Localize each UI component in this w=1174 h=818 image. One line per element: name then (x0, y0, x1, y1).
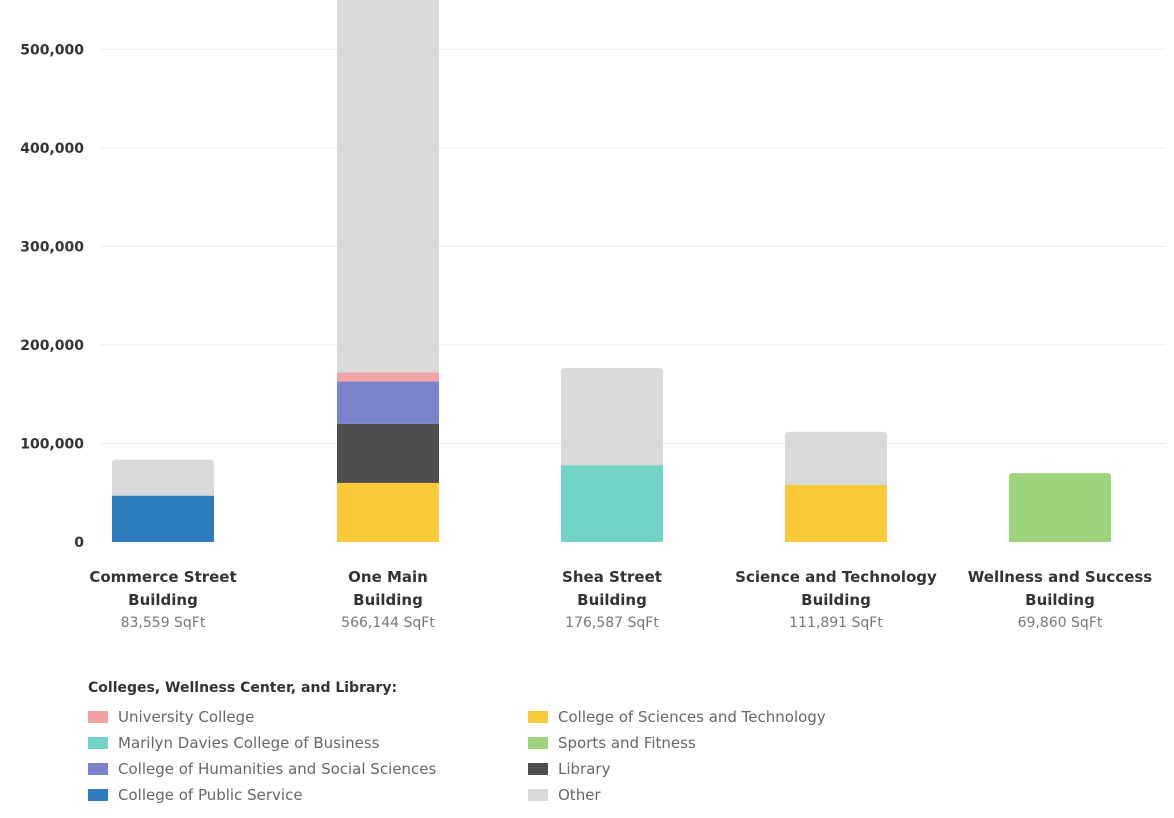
bar-segment-other (561, 367, 663, 466)
legend-label: College of Public Service (118, 786, 303, 804)
legend-item: Other (528, 782, 968, 808)
bar-segment-university-college (337, 372, 439, 382)
y-tick-label: 100,000 (20, 436, 84, 452)
x-category-label: Science and Technology (735, 568, 937, 586)
x-category-label: Wellness and Success (968, 568, 1153, 586)
legend-item: University College (88, 704, 528, 730)
legend-title: Colleges, Wellness Center, and Library: (88, 680, 398, 696)
legend-item: Marilyn Davies College of Business (88, 730, 528, 756)
legend-label: Other (558, 786, 601, 804)
bar-segment-college-of-public-service (112, 495, 214, 542)
legend-swatch (528, 789, 548, 801)
x-category-label-line2: Building (1025, 591, 1095, 609)
legend-item: Sports and Fitness (528, 730, 968, 756)
legend-swatch (528, 763, 548, 775)
legend-swatch (528, 711, 548, 723)
legend-item: College of Public Service (88, 782, 528, 808)
x-category-label: One Main (348, 568, 428, 586)
bar-segment-other (337, 0, 439, 373)
legend-label: College of Humanities and Social Science… (118, 760, 437, 778)
x-category-sqft: 176,587 SqFt (565, 615, 659, 631)
legend-label: University College (118, 708, 255, 726)
legend: Colleges, Wellness Center, and Library: … (88, 678, 988, 808)
bar-segment-sports-and-fitness (1009, 473, 1111, 542)
x-category-sqft: 566,144 SqFt (341, 615, 435, 631)
legend-swatch (88, 789, 108, 801)
bars (112, 0, 1111, 542)
y-tick-label: 200,000 (20, 338, 84, 354)
bar-segment-college-of-sciences-and-technology (785, 484, 887, 542)
x-category-label-line2: Building (353, 591, 423, 609)
legend-label: Sports and Fitness (558, 734, 696, 752)
bar-segment-library (337, 423, 439, 483)
bar-segment-other (785, 431, 887, 485)
legend-label: College of Sciences and Technology (558, 708, 826, 726)
y-tick-label: 400,000 (20, 141, 84, 157)
x-category-label-line2: Building (801, 591, 871, 609)
y-tick-label: 0 (74, 535, 84, 551)
y-axis-ticks: 0 100,000 200,000 300,000 400,000 500,000 (20, 42, 84, 551)
stacked-bar-chart: 0 100,000 200,000 300,000 400,000 500,000 Com… (20, 0, 1166, 631)
bar-segment-other (112, 459, 214, 496)
legend-swatch (88, 711, 108, 723)
bar-segment-college-of-humanities-and-social-sciences (337, 381, 439, 424)
y-tick-label: 500,000 (20, 42, 84, 58)
legend-grid: University College College of Sciences an… (88, 704, 988, 808)
legend-label: Marilyn Davies College of Business (118, 734, 380, 752)
x-axis-categories: Commerce Street Building 83,559 SqFt One Ma… (89, 568, 1152, 631)
x-category-sqft: 83,559 SqFt (121, 615, 206, 631)
x-category-label-line2: Building (577, 591, 647, 609)
bar-segment-college-of-sciences-and-technology (337, 482, 439, 542)
bar-segment-marilyn-davies-college-of-business (561, 465, 663, 542)
x-category-sqft: 111,891 SqFt (789, 615, 883, 631)
legend-item: College of Sciences and Technology (528, 704, 968, 730)
legend-swatch (528, 737, 548, 749)
legend-label: Library (558, 760, 611, 778)
y-tick-label: 300,000 (20, 239, 84, 255)
legend-item: Library (528, 756, 968, 782)
x-category-label: Commerce Street (89, 568, 236, 586)
gridlines (100, 48, 1166, 444)
x-category-label-line2: Building (128, 591, 198, 609)
legend-swatch (88, 763, 108, 775)
legend-swatch (88, 737, 108, 749)
x-category-label: Shea Street (562, 568, 662, 586)
x-category-sqft: 69,860 SqFt (1018, 615, 1103, 631)
legend-item: College of Humanities and Social Science… (88, 756, 528, 782)
